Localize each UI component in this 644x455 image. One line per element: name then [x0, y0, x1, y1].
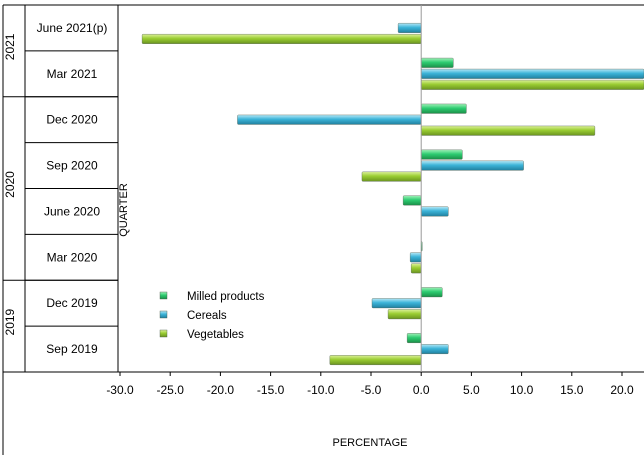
year-label: 2020 — [3, 171, 17, 198]
year-label: 2019 — [3, 308, 17, 335]
bar-milled-products — [421, 287, 443, 298]
x-tick-label: 0.0 — [413, 383, 430, 397]
bar-cereals — [409, 252, 422, 263]
x-tick-label: -5.0 — [361, 383, 382, 397]
legend-swatch — [159, 310, 168, 319]
x-tick-label: -30.0 — [106, 383, 134, 397]
bar-cereals — [397, 22, 422, 33]
x-tick-label: -20.0 — [207, 383, 235, 397]
bar-cereals — [421, 160, 524, 171]
bar-cereals — [421, 206, 449, 217]
bar-milled-products — [402, 195, 422, 206]
bar-vegetables — [361, 171, 422, 182]
bar-vegetables — [421, 79, 644, 90]
x-tick-label: 20.0 — [610, 383, 634, 397]
x-tick-label: 15.0 — [560, 383, 584, 397]
category-label: Mar 2021 — [47, 67, 98, 81]
x-tick-label: -25.0 — [157, 383, 185, 397]
category-label: Mar 2020 — [47, 250, 98, 264]
bar-cereals — [421, 68, 644, 79]
bar-milled-products — [421, 57, 454, 68]
legend-swatch — [159, 329, 168, 338]
x-tick-label: -15.0 — [257, 383, 285, 397]
x-tick-label: -10.0 — [307, 383, 335, 397]
bar-cereals — [237, 114, 422, 125]
category-label: June 2020 — [44, 204, 100, 218]
bar-vegetables — [387, 309, 422, 320]
bar-vegetables — [329, 355, 422, 366]
year-label: 2021 — [3, 33, 17, 60]
bar-milled-products — [421, 149, 463, 160]
category-label: June 2021(p) — [37, 21, 108, 35]
bar-vegetables — [141, 33, 422, 44]
y-axis-label: QUARTER — [118, 183, 130, 237]
bar-cereals — [371, 298, 422, 309]
legend-swatch — [159, 291, 168, 300]
bar-vegetables — [421, 125, 596, 136]
legend-label: Vegetables — [187, 329, 244, 341]
category-label: Dec 2019 — [46, 296, 98, 310]
x-tick-label: 10.0 — [510, 383, 534, 397]
category-label: Sep 2020 — [46, 159, 98, 173]
x-axis-label: PERCENTAGE — [333, 437, 408, 449]
bar-milled-products — [406, 333, 422, 344]
legend: Milled products Cereals Vegetables — [159, 291, 265, 341]
category-label: Dec 2020 — [46, 113, 98, 127]
legend-label: Cereals — [187, 310, 227, 322]
x-tick-label: 5.0 — [463, 383, 480, 397]
bar-vegetables — [410, 263, 422, 274]
bar-milled-products — [421, 103, 467, 114]
category-label: Sep 2019 — [46, 342, 98, 356]
legend-label: Milled products — [187, 291, 265, 303]
bar-cereals — [421, 344, 449, 355]
